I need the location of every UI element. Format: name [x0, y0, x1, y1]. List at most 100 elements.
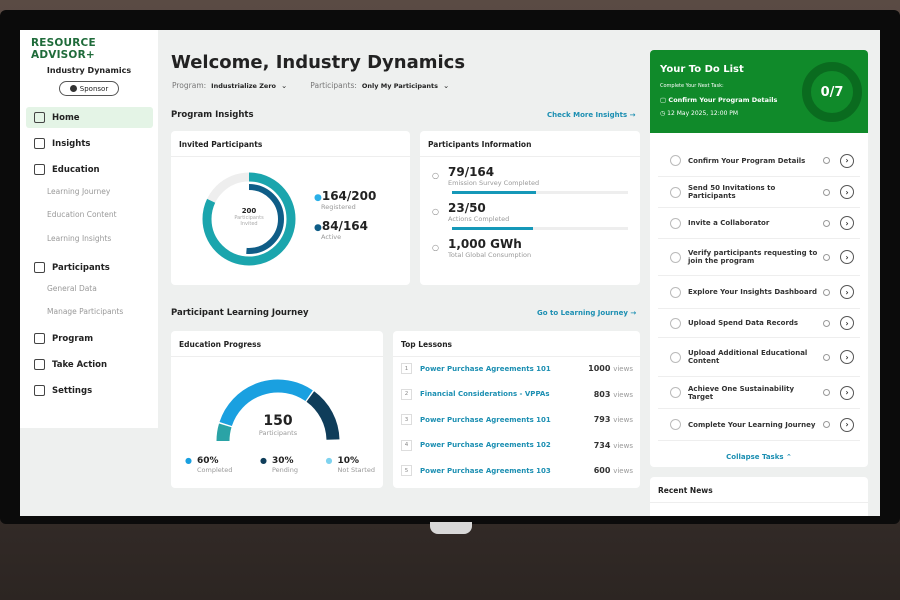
- collapse-tasks-button[interactable]: Collapse Tasks ⌃: [726, 453, 792, 461]
- lesson-row[interactable]: 1 Power Purchase Agreements 101 1000 views: [401, 363, 633, 374]
- gauge-segment-completed: [219, 379, 313, 427]
- todo-task[interactable]: Upload Spend Data Records ›: [658, 309, 860, 338]
- gauge-center-value: 150: [263, 413, 293, 429]
- card-title: Participants Information: [420, 131, 640, 157]
- chevron-right-circle-icon[interactable]: ›: [840, 250, 854, 264]
- lesson-link: Power Purchase Agreements 102: [420, 441, 551, 449]
- sidebar-item-home[interactable]: Home: [26, 107, 153, 128]
- chevron-right-circle-icon[interactable]: ›: [840, 385, 854, 400]
- lesson-views: 600: [593, 466, 611, 475]
- help-icon[interactable]: [823, 421, 830, 428]
- help-icon[interactable]: [823, 253, 830, 261]
- task-icon: ▢: [660, 96, 667, 104]
- chevron-right-circle-icon[interactable]: ›: [840, 216, 854, 230]
- card-title: Invited Participants: [171, 131, 410, 157]
- help-icon[interactable]: [823, 157, 830, 164]
- todo-task[interactable]: Upload Additional Educational Content ›: [658, 338, 860, 377]
- todo-task[interactable]: Explore Your Insights Dashboard ›: [658, 276, 860, 309]
- task-checkbox[interactable]: [670, 251, 681, 263]
- todo-task[interactable]: Achieve One Sustainability Target ›: [658, 377, 860, 409]
- sidebar-item-settings[interactable]: Settings: [26, 380, 153, 401]
- lesson-row[interactable]: 2 Financial Considerations - VPPAs 803 vie…: [401, 388, 633, 400]
- chevron-right-circle-icon[interactable]: ›: [840, 316, 854, 330]
- participants-information-card: Participants Information ○ 79/164 Emissio…: [420, 131, 640, 285]
- screen: RESOURCE ADVISOR+ Industry Dynamics Spon…: [20, 30, 880, 516]
- task-checkbox[interactable]: [670, 286, 681, 298]
- logo: RESOURCE ADVISOR+: [31, 37, 96, 61]
- next-task-link[interactable]: ▢ Confirm Your Program Details: [660, 96, 778, 104]
- task-label: Confirm Your Program Details: [688, 156, 806, 165]
- check-more-insights-link[interactable]: Check More Insights →: [547, 111, 636, 119]
- chevron-right-circle-icon[interactable]: ›: [840, 285, 854, 299]
- task-checkbox[interactable]: [670, 155, 681, 166]
- card-title: Education Progress: [171, 331, 383, 357]
- help-icon[interactable]: [823, 389, 830, 396]
- todo-task[interactable]: Complete Your Learning Journey ›: [658, 409, 860, 441]
- stat-value: 79/164: [448, 165, 495, 179]
- role-label: Sponsor: [79, 84, 109, 93]
- org-name: Industry Dynamics: [46, 66, 132, 75]
- sidebar-subitem[interactable]: Manage Participants: [47, 307, 124, 316]
- active-arc: [214, 184, 284, 254]
- sidebar-subitem[interactable]: Education Content: [47, 210, 117, 219]
- sidebar-item-insights[interactable]: Insights: [26, 133, 153, 154]
- help-icon[interactable]: [823, 188, 830, 196]
- lesson-row[interactable]: 4 Power Purchase Agreements 102 734 views: [401, 439, 633, 451]
- gauge-segment-not-started: [216, 423, 232, 442]
- todo-task[interactable]: Send 50 Invitations to Participants ›: [658, 177, 860, 208]
- lesson-rank: 5: [401, 465, 412, 476]
- stat-label: Actions Completed: [448, 215, 510, 223]
- lesson-link: Financial Considerations - VPPAs: [420, 390, 550, 398]
- stat-icon: ○: [432, 243, 439, 252]
- sidebar-subitem[interactable]: General Data: [47, 284, 97, 293]
- task-label: Achieve One Sustainability Target: [688, 384, 795, 401]
- lesson-row[interactable]: 3 Power Purchase Agreements 101 793 views: [401, 414, 633, 425]
- chevron-right-circle-icon[interactable]: ›: [840, 153, 854, 168]
- sidebar-item-participants[interactable]: Participants: [26, 257, 153, 278]
- todo-task[interactable]: Confirm Your Program Details ›: [658, 145, 860, 177]
- help-icon[interactable]: [823, 353, 830, 361]
- chevron-right-circle-icon[interactable]: ›: [840, 417, 854, 432]
- chart-pie-icon: [34, 138, 45, 149]
- section-title: Program Insights: [171, 110, 254, 120]
- help-icon[interactable]: [823, 319, 830, 327]
- chevron-down-icon[interactable]: ⌄: [281, 81, 288, 90]
- sidebar-item-education[interactable]: Education: [26, 159, 153, 180]
- todo-task[interactable]: Invite a Collaborator ›: [658, 208, 860, 239]
- task-checkbox[interactable]: [670, 217, 681, 229]
- go-to-learning-journey-link[interactable]: Go to Learning Journey →: [537, 309, 637, 317]
- help-icon[interactable]: [823, 288, 830, 296]
- program-select[interactable]: Industrialize Zero: [211, 81, 276, 90]
- gauge-segment-pending: [306, 391, 340, 441]
- task-checkbox[interactable]: [670, 351, 681, 363]
- lesson-rank: 1: [401, 363, 412, 374]
- chevron-right-circle-icon[interactable]: ›: [840, 185, 854, 199]
- participants-select[interactable]: Only My Participants: [361, 81, 438, 90]
- chevron-down-icon[interactable]: ⌄: [442, 81, 450, 90]
- task-label: Send 50 Invitations to Participants: [688, 184, 776, 200]
- help-icon[interactable]: [823, 219, 830, 227]
- sidebar-item-take-action[interactable]: Take Action: [26, 354, 153, 375]
- chevron-right-circle-icon[interactable]: ›: [840, 350, 854, 364]
- task-label: Upload Spend Data Records: [688, 319, 799, 327]
- sidebar-subitem[interactable]: Learning Insights: [47, 234, 112, 243]
- role-badge[interactable]: Sponsor: [59, 81, 119, 96]
- todo-header: Your To Do List Complete Your Next Task:…: [650, 50, 868, 133]
- donut-center-value: 200: [241, 207, 257, 215]
- lesson-views: 734: [593, 440, 611, 450]
- puzzle-icon: [34, 359, 45, 370]
- sidebar-item-program[interactable]: Program: [26, 328, 153, 349]
- card-title: Recent News: [650, 477, 868, 503]
- legend-item: ● 60% Completed: [185, 456, 233, 474]
- lesson-row[interactable]: 5 Power Purchase Agreements 103 600 views: [401, 465, 633, 476]
- todo-task[interactable]: Verify participants requesting to join t…: [658, 239, 860, 276]
- participants-donut: [202, 172, 296, 266]
- task-checkbox[interactable]: [670, 186, 681, 198]
- book-icon: [34, 164, 45, 175]
- todo-progress-ring: 0/7: [802, 62, 862, 122]
- task-checkbox[interactable]: [670, 317, 681, 329]
- lesson-views: 1000: [588, 364, 611, 373]
- task-checkbox[interactable]: [670, 419, 681, 430]
- sidebar-subitem[interactable]: Learning Journey: [47, 187, 111, 196]
- task-checkbox[interactable]: [670, 387, 681, 398]
